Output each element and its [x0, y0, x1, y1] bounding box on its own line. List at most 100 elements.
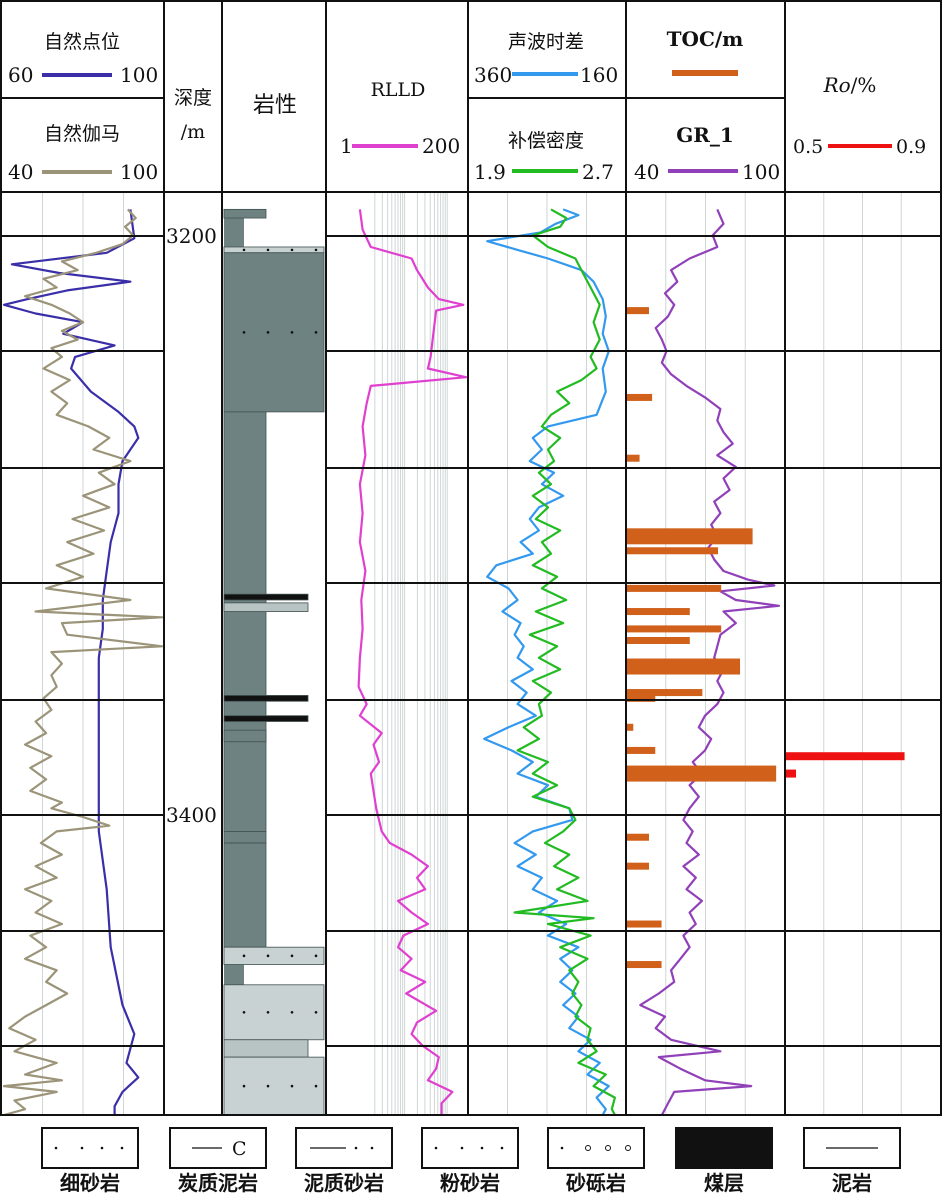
legend-ring [585, 1145, 591, 1151]
legend-swatch-sandy_gravel [547, 1127, 645, 1169]
gr-max: 100 [120, 160, 158, 184]
toc-bar [627, 689, 703, 697]
sp-max: 100 [120, 63, 158, 87]
lith-dot [242, 1084, 246, 1088]
lith-dot [314, 1084, 318, 1088]
legend-label-coal: 煤层 [704, 1171, 744, 1195]
lith-interval-silt_sand [223, 1056, 325, 1116]
legend-dot [460, 1146, 464, 1150]
lith-interval-coal [223, 695, 309, 702]
ro-label-italic: Ro [823, 73, 851, 97]
lith-interval-silt_sand [223, 984, 325, 1041]
lith-dot [314, 1010, 318, 1014]
ac-min: 360 [474, 63, 512, 87]
toc-bar [627, 862, 649, 870]
ac-label: 声波时差 [508, 31, 584, 53]
toc-bar [627, 307, 649, 315]
lith-interval-muddy_sand [223, 1039, 309, 1058]
curve-gr1 [639, 208, 781, 1115]
lith-dot [242, 1010, 246, 1014]
ro-bar [786, 769, 796, 778]
header: 自然点位 60 100 自然伽马 40 100 深度 /m 岩性 RLLD 1 … [8, 27, 926, 184]
curve-ac [483, 208, 610, 1115]
toc-bar [627, 547, 719, 555]
lith-interval-mudstone [223, 411, 267, 832]
ro-min: 0.5 [793, 136, 823, 158]
legend-dot [354, 1146, 358, 1150]
legend-dot [120, 1146, 124, 1150]
log-curves [2, 208, 905, 1115]
lith-dot [266, 1010, 270, 1014]
lith-dot [242, 248, 246, 252]
lith-interval-mudstone [223, 831, 267, 844]
frame [0, 0, 942, 1116]
lith-dot [266, 1084, 270, 1088]
lith-dot [266, 954, 270, 958]
legend-dot [370, 1146, 374, 1150]
lith-dot [242, 954, 246, 958]
den-label: 补偿密度 [508, 130, 584, 152]
depth-tick-3200: 3200 [166, 224, 217, 248]
ac-max: 160 [580, 63, 618, 87]
legend-ring [605, 1145, 611, 1151]
toc-bar [627, 393, 653, 401]
lith-dot [290, 954, 294, 958]
ro-label: Ro/% [823, 73, 877, 97]
toc-bar [627, 636, 690, 644]
lith-interval-coal [223, 715, 309, 722]
sp-label: 自然点位 [44, 31, 120, 53]
lith-interval-coal_mud [223, 593, 309, 601]
toc-bar [627, 658, 741, 675]
curve-gr [2, 208, 164, 1115]
depth-tick-3400: 3400 [166, 803, 217, 827]
toc-bar [627, 608, 690, 616]
legend: 细砂岩 C 炭质泥岩 泥质砂岩 粉砂岩 砂砾岩 煤层 泥岩 [41, 1127, 901, 1195]
toc-bar [627, 920, 662, 928]
lith-interval-mudstone [223, 842, 267, 948]
legend-label-mudstone: 泥岩 [832, 1171, 872, 1195]
gr1-label: GR_1 [676, 123, 734, 147]
curve-rlld [357, 209, 468, 1115]
lith-dot [290, 331, 294, 334]
lith-dot [314, 954, 318, 958]
lith-dot [266, 248, 270, 252]
lith-dot [242, 331, 246, 334]
toc-bar [627, 746, 656, 754]
track-backgrounds [42, 192, 902, 1116]
gr-min: 40 [8, 160, 33, 184]
toc-bar [627, 694, 656, 702]
lith-label: 岩性 [253, 93, 297, 118]
depth-axis: 3200 3400 [166, 224, 217, 827]
lith-interval-sandy_gravel [223, 252, 325, 413]
legend-dot [100, 1146, 104, 1150]
legend-label-fine_sand: 细砂岩 [60, 1171, 120, 1195]
rlld-min: 1 [340, 134, 353, 158]
legend-dot [560, 1146, 564, 1150]
legend-ring [625, 1145, 631, 1151]
lith-interval-muddy_sand [223, 602, 309, 612]
toc-bar [627, 961, 662, 969]
legend-swatch-carb_mud [169, 1127, 267, 1169]
legend-dot [80, 1146, 84, 1150]
rlld-label: RLLD [371, 79, 426, 101]
ro-bar [786, 752, 905, 761]
gr1-min: 40 [634, 160, 659, 184]
legend-label-sandy_gravel: 砂砾岩 [566, 1171, 626, 1195]
depth-unit: /m [181, 121, 205, 143]
legend-swatch-coal [675, 1127, 773, 1169]
toc-bar [627, 625, 722, 633]
lith-interval-silt_sand [223, 246, 325, 254]
lith-dot [314, 331, 318, 334]
toc-bar [627, 454, 640, 462]
gr-label: 自然伽马 [44, 123, 120, 145]
legend-dot [434, 1146, 438, 1150]
legend-glyph: C [232, 1138, 247, 1160]
legend-dot [480, 1146, 484, 1150]
ro-label-unit: /% [851, 73, 877, 97]
lith-dot [290, 248, 294, 252]
depth-label: 深度 [174, 87, 212, 109]
legend-label-carb_mud: 炭质泥岩 [178, 1171, 258, 1195]
toc-label: TOC/m [667, 27, 744, 51]
sp-min: 60 [8, 63, 33, 87]
